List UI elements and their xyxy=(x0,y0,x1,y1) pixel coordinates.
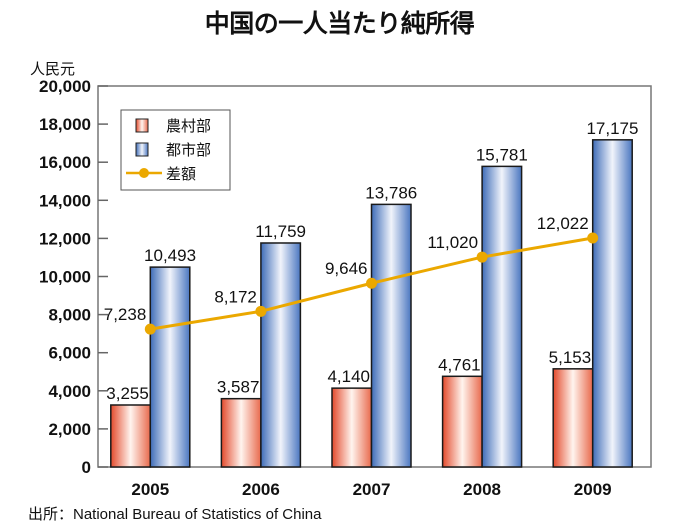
source-note: 出所：National Bureau of Statistics of Chin… xyxy=(28,506,322,523)
marker-diff xyxy=(587,232,599,244)
data-label-diff: 12,022 xyxy=(537,214,589,233)
legend-label-diff: 差額 xyxy=(166,165,196,183)
y-tick-label: 16,000 xyxy=(39,153,91,172)
y-tick-label: 8,000 xyxy=(48,306,91,325)
y-tick-label: 0 xyxy=(82,458,91,477)
legend-label-urban: 都市部 xyxy=(166,141,211,159)
legend: 農村部 都市部 差額 xyxy=(120,109,231,191)
bar-urban xyxy=(481,165,523,468)
data-label-diff: 8,172 xyxy=(214,287,257,306)
y-tick-label: 2,000 xyxy=(48,420,91,439)
bar-urban xyxy=(149,266,191,468)
bar-urban xyxy=(260,242,302,468)
marker-diff xyxy=(144,323,156,335)
data-label-diff: 7,238 xyxy=(104,305,147,324)
marker-diff xyxy=(255,305,267,317)
data-label-diff: 11,020 xyxy=(427,233,478,252)
bar-urban xyxy=(591,139,633,468)
y-axis-unit: 人民元 xyxy=(30,60,75,78)
legend-swatch-urban xyxy=(135,142,149,157)
marker-diff xyxy=(366,277,377,289)
data-label-rural: 3,255 xyxy=(106,384,149,403)
bar-rural xyxy=(331,387,373,468)
y-tick-label: 20,000 xyxy=(39,77,91,96)
marker-diff xyxy=(476,251,488,263)
legend-marker-diff xyxy=(139,168,149,178)
data-label-rural: 3,587 xyxy=(217,378,260,397)
bar-rural xyxy=(441,375,483,468)
x-tick-label: 2005 xyxy=(131,480,169,499)
chart-title: 中国の一人当たり純所得 xyxy=(204,9,475,38)
y-tick-label: 14,000 xyxy=(39,191,91,210)
data-label-rural: 4,140 xyxy=(327,367,370,386)
data-label-rural: 5,153 xyxy=(549,348,592,367)
y-tick-label: 4,000 xyxy=(48,382,91,401)
x-tick-label: 2008 xyxy=(463,480,501,499)
data-label-urban: 13,786 xyxy=(365,183,417,202)
data-label-rural: 4,761 xyxy=(438,355,481,374)
y-tick-label: 10,000 xyxy=(39,268,91,287)
legend-swatch-rural xyxy=(135,118,149,133)
y-tick-label: 6,000 xyxy=(48,344,91,363)
bar-urban xyxy=(370,203,412,468)
y-tick-label: 12,000 xyxy=(39,229,91,248)
y-tick-label: 18,000 xyxy=(39,115,91,134)
x-tick-label: 2009 xyxy=(574,480,612,499)
legend-label-rural: 農村部 xyxy=(166,117,211,135)
x-tick-label: 2007 xyxy=(353,480,391,499)
bar-rural xyxy=(110,404,152,468)
data-label-urban: 15,781 xyxy=(476,145,528,164)
bar-rural xyxy=(552,368,594,468)
x-tick-label: 2006 xyxy=(242,480,280,499)
data-label-urban: 11,759 xyxy=(255,222,306,241)
bar-rural xyxy=(220,397,262,468)
data-label-urban: 10,493 xyxy=(144,246,196,265)
data-label-urban: 17,175 xyxy=(586,119,638,138)
data-label-diff: 9,646 xyxy=(325,259,368,278)
